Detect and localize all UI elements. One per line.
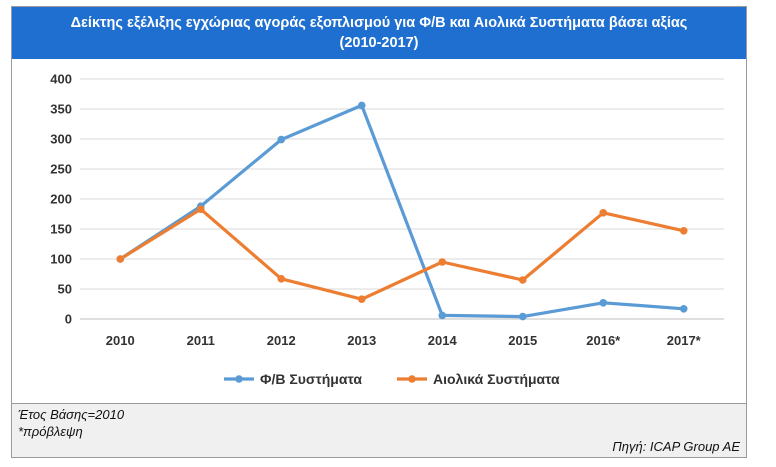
x-tick-label-2012: 2012 [267,333,296,348]
y-tick-label-0: 0 [65,312,72,327]
y-tick-label-200: 200 [50,192,72,207]
chart-footer: Έτος Βάσης=2010 *πρόβλεψη Πηγή: ICAP Gro… [12,403,746,457]
series-1-point-6 [518,312,527,321]
base-year-note: Έτος Βάσης=2010 [18,407,125,422]
series-2-point-4 [357,295,366,303]
series-2-point-3 [277,275,286,283]
series-2-point-8 [679,227,688,235]
series-1-point-3 [277,135,286,144]
y-tick-label-50: 50 [58,282,72,297]
legend-marker-1 [235,375,243,383]
chart-title-line-2: (2010-2017) [339,35,419,51]
source-note: Πηγή: ICAP Group AE [612,439,740,454]
series-1-point-8 [679,305,688,313]
y-tick-label-250: 250 [50,162,72,177]
series-2-point-7 [599,209,608,217]
x-tick-label-2010: 2010 [106,333,135,348]
x-tick-label-2015: 2015 [508,333,537,348]
series-1-point-4 [357,101,366,110]
series-2-point-6 [518,276,527,284]
y-tick-label-150: 150 [50,222,72,237]
line-chart: 0 50 100 150 200 250 300 350 400 2010 2011 2012 2013… [50,72,724,387]
y-tick-label-400: 400 [50,72,72,87]
chart-frame: Δείκτης εξέλιξης εγχώριας αγοράς εξοπλισ… [11,6,747,458]
series-2-point-5 [438,258,447,266]
series-line-2 [118,207,686,301]
y-tick-label-100: 100 [50,252,72,267]
series-line-1 [118,103,686,319]
legend-label-2: Αιολικά Συστήματα [433,371,560,387]
legend-label-1: Φ/Β Συστήματα [260,371,362,387]
chart-title: Δείκτης εξέλιξης εγχώριας αγοράς εξοπλισ… [12,7,746,59]
x-tick-label-2013: 2013 [347,333,376,348]
x-tick-label-2014: 2014 [428,333,458,348]
x-tick-label-2017: 2017* [667,333,702,348]
y-tick-label-300: 300 [50,132,72,147]
x-tick-label-2016: 2016* [586,333,621,348]
series-2-point-2 [196,205,205,213]
series-1-point-5 [438,311,447,320]
chart-title-line-1: Δείκτης εξέλιξης εγχώριας αγοράς εξοπλισ… [70,15,688,31]
x-tick-label-2011: 2011 [187,333,215,348]
y-tick-label-350: 350 [50,102,72,117]
series-1-point-7 [599,299,608,307]
legend-marker-2 [408,375,416,383]
series-2-point-1 [116,255,125,263]
forecast-note: *πρόβλεψη [18,424,83,439]
chart-area: 0 50 100 150 200 250 300 350 400 2010 2011 2012 2013… [12,59,746,405]
